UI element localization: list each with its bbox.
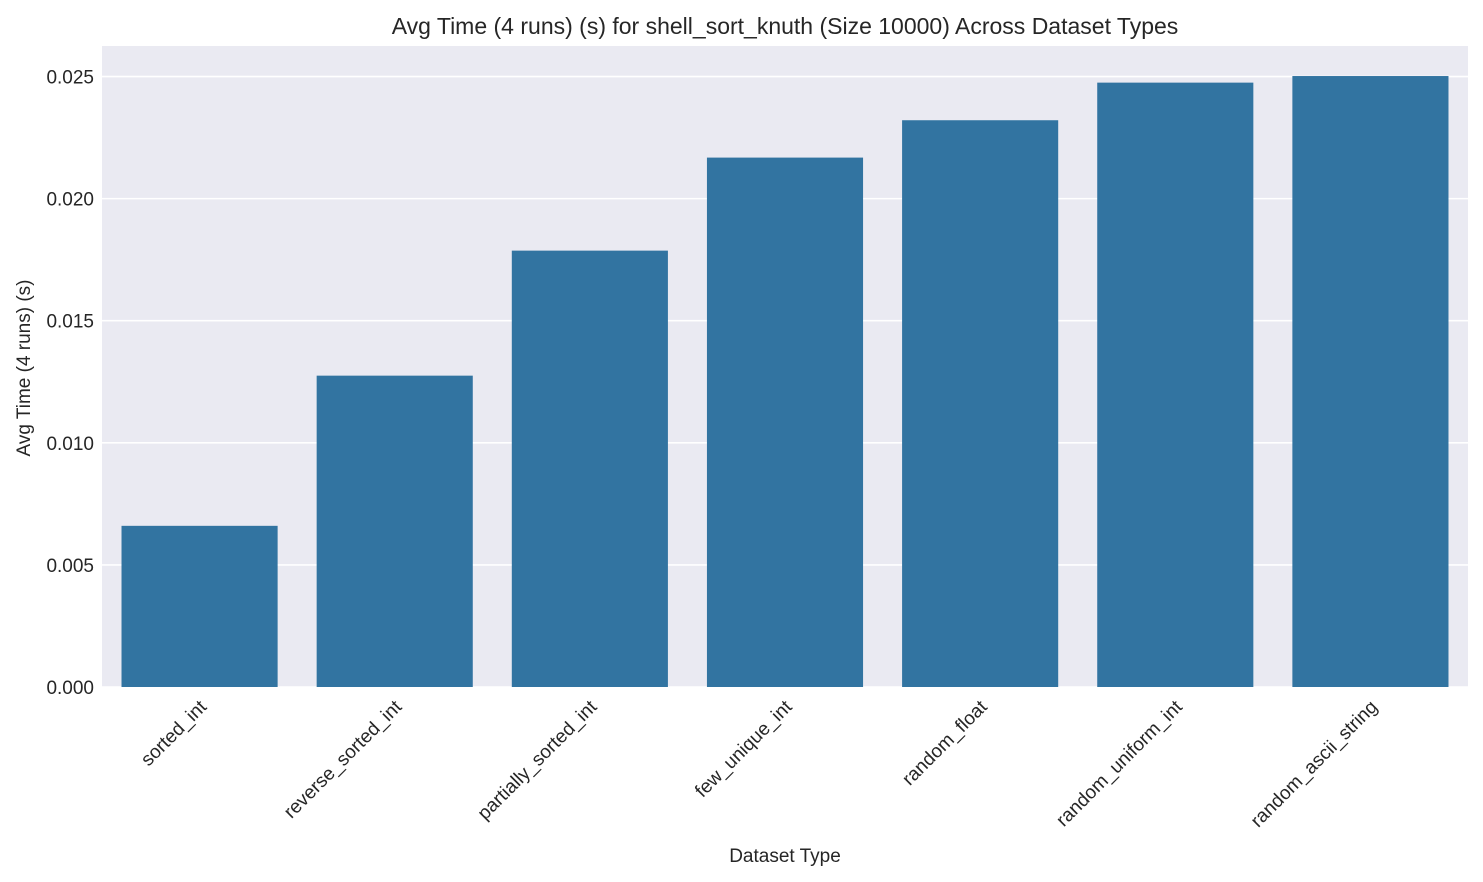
bars [121,76,1449,688]
x-tick-label: reverse_sorted_int [280,696,407,823]
y-tick-label: 0.015 [46,312,94,333]
bar-sorted-int [121,525,278,687]
x-axis-label: Dataset Type [729,846,841,867]
x-tick-label: random_float [898,696,992,790]
x-tick-label: partially_sorted_int [474,696,602,824]
bar-random-uniform-int [1097,82,1254,688]
chart-title: Avg Time (4 runs) (s) for shell_sort_knu… [392,13,1179,39]
x-tick-labels: sorted_int reverse_sorted_int partially_so… [137,696,1382,832]
y-tick-label: 0.000 [46,678,94,699]
y-tick-label: 0.025 [46,68,94,89]
bar-random-float [902,120,1059,688]
x-tick-label: few_unique_int [691,696,797,802]
y-tick-label: 0.005 [46,556,94,577]
bar-random-ascii-string [1292,76,1449,688]
bar-partially-sorted-int [511,250,668,687]
x-tick-label: sorted_int [137,696,211,770]
x-tick-label: random_ascii_string [1247,697,1382,832]
y-tick-labels: 0.000 0.005 0.010 0.015 0.020 0.025 [46,68,94,699]
bar-few-unique-int [706,157,864,688]
y-tick-label: 0.020 [46,190,94,211]
y-axis-label: Avg Time (4 runs) (s) [14,279,35,456]
bar-reverse-sorted-int [316,375,473,687]
y-tick-label: 0.010 [46,434,94,455]
x-tick-label: random_uniform_int [1052,696,1187,831]
